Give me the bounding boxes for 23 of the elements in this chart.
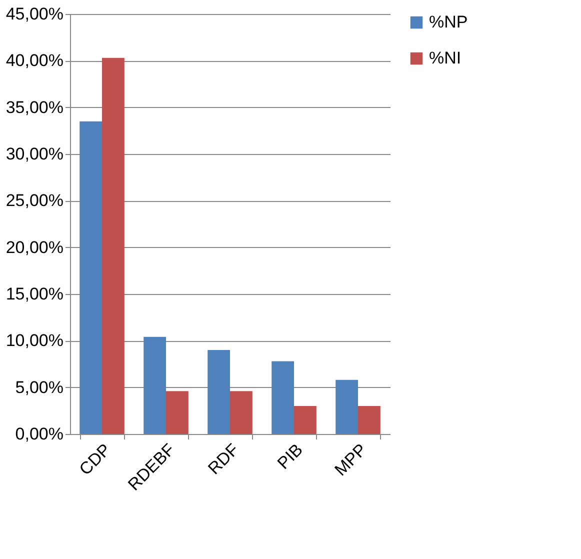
bar [166,391,188,434]
y-tick-label: 20,00% [6,238,64,257]
y-tick-label: 0,00% [15,424,64,444]
bar [80,121,102,434]
bar [230,391,252,434]
y-tick-label: 10,00% [6,331,64,350]
bar [336,380,358,434]
y-tick-label: 40,00% [6,51,64,70]
legend-label: %NI [429,48,462,68]
y-tick-label: 45,00% [6,4,64,24]
bar [294,406,316,434]
bar [272,361,294,434]
y-tick-label: 30,00% [6,144,64,164]
y-tick-label: 15,00% [6,284,64,304]
y-tick-label: 5,00% [15,378,64,397]
bar [144,336,166,434]
bar [358,406,380,434]
x-tick-label: PIB [274,440,307,473]
bar [102,58,124,434]
legend-label: %NP [429,12,468,32]
bar [208,350,230,434]
y-tick-label: 35,00% [6,98,64,117]
y-tick-label: 25,00% [6,191,64,210]
